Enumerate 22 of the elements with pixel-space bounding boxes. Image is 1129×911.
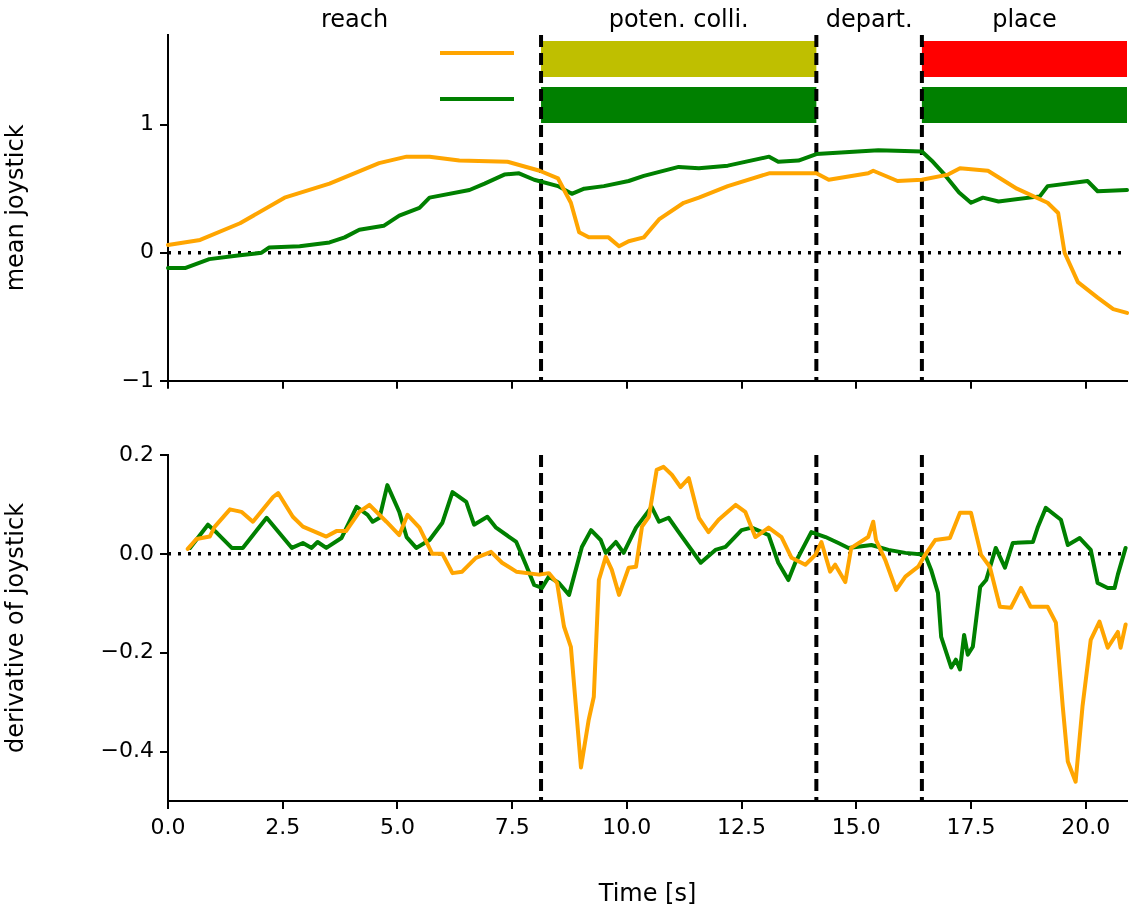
y-tick-label: −0.4 [100,737,154,763]
y-tick-label: 0.2 [119,440,154,466]
x-axis-title: Time [s] [597,878,697,907]
text: place [992,5,1057,33]
y-tick-label: −0.2 [100,638,154,664]
x-tick-label: 17.5 [946,813,996,839]
y-tick-label: 0 [140,238,154,264]
text: depart. [825,5,913,33]
x-tick-label: 12.5 [717,813,767,839]
y-tick-label: 1 [140,110,154,136]
text: poten. colli. [608,5,749,33]
y-axis-title: derivative of joystick [0,502,29,754]
x-tick-label: 10.0 [602,813,652,839]
x-tick-label: 15.0 [831,813,881,839]
x-tick-label: 5.0 [379,813,415,839]
y-tick-label: 0.0 [119,539,154,565]
y-axis-title: mean joystick [0,124,29,292]
x-tick-label: 7.5 [494,813,530,839]
y-tick-label: −1 [121,366,154,392]
x-tick-label: 2.5 [265,813,301,839]
x-tick-label: 20.0 [1061,813,1111,839]
text: reach [320,5,389,33]
